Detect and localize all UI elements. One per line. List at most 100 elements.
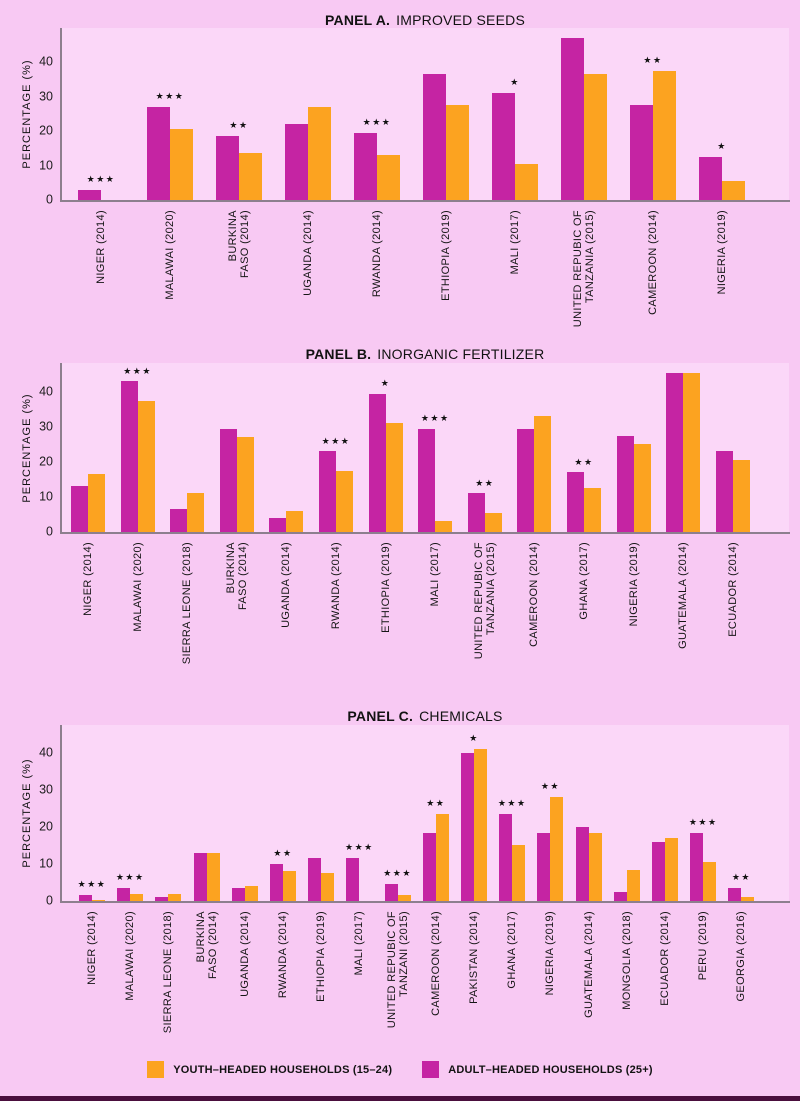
bar-youth (584, 488, 601, 532)
significance-stars: ★★★ (86, 173, 116, 184)
y-tick-label: 0 (46, 192, 53, 207)
bar-youth (397, 895, 411, 901)
bar-youth (168, 894, 182, 901)
significance-stars: ★★ (540, 781, 560, 792)
significance-stars: ★★ (229, 120, 249, 131)
bar-youth (515, 164, 538, 200)
category-label: NIGERIA (2019) (544, 911, 557, 996)
category-label: UNITED REPUBIC OF (472, 542, 485, 660)
legend-swatch-adult-icon (422, 1061, 440, 1078)
bar-youth (446, 105, 469, 200)
bar-adult (346, 858, 360, 901)
significance-stars: ★ (717, 140, 727, 151)
bar-youth (435, 521, 453, 532)
y-tick-label: 40 (39, 384, 53, 399)
bar-adult (423, 74, 446, 200)
bar-youth (435, 814, 449, 901)
bar-adult (613, 892, 627, 901)
category-label: MALAWAI (2020) (164, 210, 176, 300)
bar-adult (461, 753, 474, 901)
category-label: BURKINA (227, 210, 239, 262)
bar-adult (728, 888, 742, 901)
significance-stars: ★★ (273, 848, 293, 858)
category-label: NIGERIA (2019) (716, 210, 728, 295)
legend-label-adult: ADULT–HEADED HOUSEHOLDS (25+) (448, 1063, 653, 1076)
bottom-border-band (0, 1096, 800, 1101)
bar-adult (630, 105, 653, 200)
category-label: UGANDA (2014) (302, 210, 314, 296)
bar-youth (385, 423, 403, 532)
bar-adult (117, 888, 131, 901)
bar-adult (193, 853, 207, 901)
panel-title-text: CHEMICALS (419, 708, 503, 724)
category-label: UNITED REPUBIC OF (572, 210, 584, 328)
bar-adult (561, 38, 584, 200)
bar-adult (170, 509, 188, 532)
bar-youth (722, 181, 745, 200)
significance-stars: ★★★ (497, 798, 527, 809)
bar-youth (588, 833, 602, 901)
bar-youth (626, 870, 640, 901)
category-label: PERU (2019) (697, 911, 710, 981)
category-label: CAMEROON (2014) (647, 210, 659, 315)
y-axis-label: PERCENTAGE (%) (21, 59, 33, 169)
y-axis-line (60, 725, 62, 903)
legend-item-adult: ADULT–HEADED HOUSEHOLDS (25+) (422, 1061, 653, 1078)
significance-stars: ★ (380, 377, 391, 388)
category-label: NIGER (2014) (95, 210, 107, 284)
category-label: GEORGIA (2016) (735, 911, 748, 1002)
bar-youth (653, 71, 676, 200)
bar-adult (231, 888, 245, 901)
bar-adult (499, 814, 513, 901)
y-tick-label: 30 (39, 89, 53, 103)
category-label: GHANA (2017) (506, 911, 519, 989)
y-axis-label: PERCENTAGE (%) (21, 393, 33, 503)
bar-adult (354, 133, 377, 200)
significance-stars: ★★★ (115, 872, 145, 883)
category-label: BURKINA (194, 911, 207, 963)
bar-youth (286, 511, 304, 532)
panel-title-prefix: PANEL A. (325, 12, 391, 28)
category-label: CAMEROON (2014) (429, 911, 442, 1016)
y-axis-line (60, 363, 62, 534)
bar-adult (368, 394, 386, 532)
panel-title: PANEL A. IMPROVED SEEDS (61, 12, 789, 28)
bar-adult (492, 93, 515, 200)
y-tick-label: 20 (39, 819, 53, 834)
bar-adult (79, 895, 92, 901)
category-label: ETHIOPIA (2019) (315, 911, 328, 1002)
category-label: TANZANI (2015) (397, 911, 410, 997)
significance-stars: ★★★ (420, 412, 450, 423)
bar-adult (308, 858, 322, 901)
bar-youth (741, 897, 755, 901)
bar-youth (703, 862, 717, 901)
category-label: GHANA (2017) (578, 542, 590, 620)
bar-youth (732, 460, 750, 532)
bar-youth (584, 74, 607, 200)
category-label: UNITED REPUBIC OF (385, 911, 398, 1029)
bar-adult (219, 429, 237, 532)
bar-youth (321, 873, 335, 901)
bar-adult (537, 833, 551, 901)
bar-youth (92, 900, 105, 901)
x-axis-line (60, 901, 790, 903)
bar-youth (239, 153, 262, 200)
bar-adult (715, 451, 733, 532)
category-label: NIGER (2014) (82, 542, 94, 616)
category-label: NIGER (2014) (86, 911, 98, 985)
bar-youth (512, 845, 526, 901)
bar-adult (147, 107, 170, 200)
bar-adult (422, 833, 436, 901)
y-tick-label: 10 (39, 489, 53, 504)
y-tick-label: 10 (39, 158, 53, 172)
bar-adult (467, 493, 485, 532)
category-label: RWANDA (2014) (330, 542, 342, 630)
category-label: SIERRA LEONE (2018) (162, 911, 175, 1034)
significance-stars: ★★ (426, 798, 446, 809)
significance-stars: ★★★ (123, 365, 152, 376)
bar-adult (269, 518, 287, 532)
category-label: FASO (2014) (236, 542, 249, 611)
bar-adult (418, 429, 436, 532)
legend-swatch-youth-icon (147, 1061, 165, 1078)
bar-youth (88, 474, 105, 532)
